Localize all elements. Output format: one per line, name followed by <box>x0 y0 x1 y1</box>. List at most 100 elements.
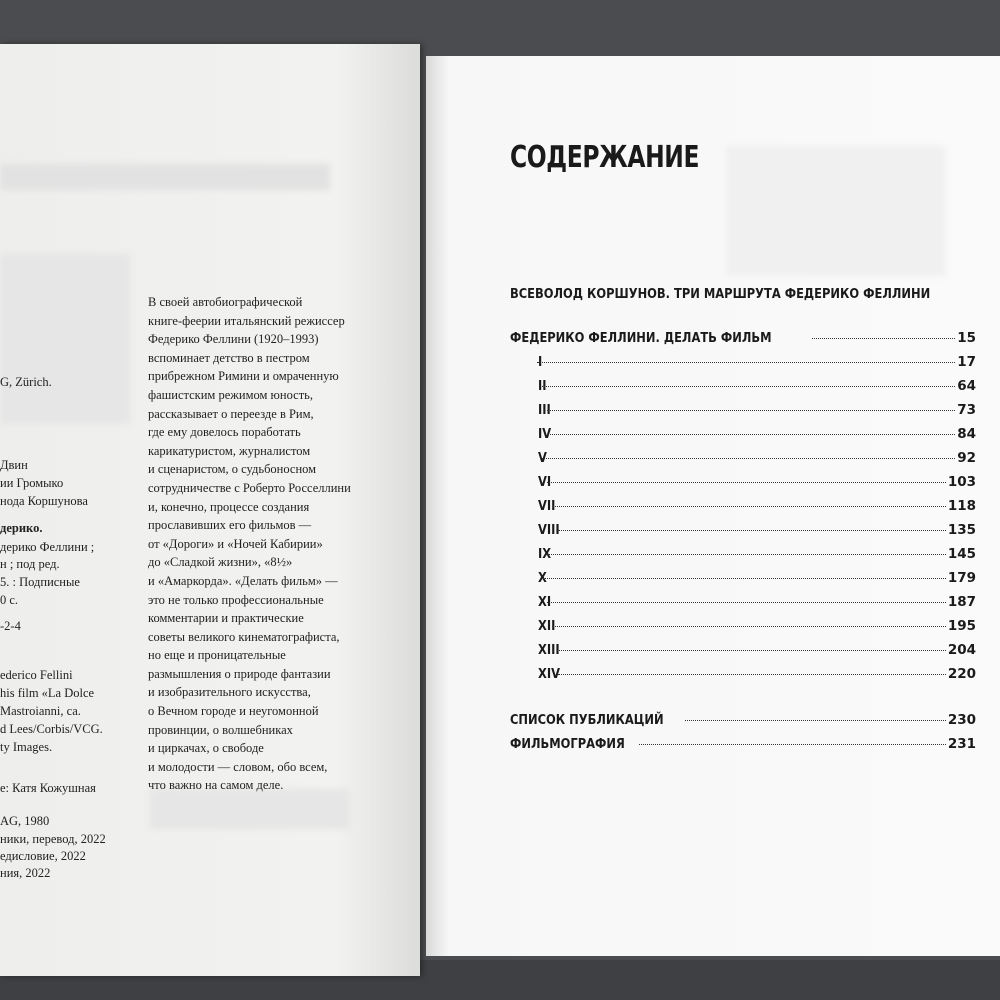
annotation-line: провинции, о волшебниках <box>148 722 293 737</box>
leader-dots <box>547 602 946 603</box>
imprint-line: d Lees/Corbis/VCG. <box>0 722 103 736</box>
annotation-line: это не только профессиональные <box>148 592 324 607</box>
imprint-line: -2-4 <box>0 619 21 633</box>
toc-entry[interactable]: ФИЛЬМОГРАФИЯ 231 <box>510 736 976 752</box>
show-through-text <box>0 164 330 190</box>
leader-dots <box>557 530 946 531</box>
toc-entry[interactable]: VI 103 <box>538 474 976 490</box>
leader-dots <box>547 410 956 411</box>
annotation-line: и изобразительного искусства, <box>148 685 311 700</box>
leader-dots <box>684 720 946 721</box>
annotation-line: до «Сладкой жизни», «8½» <box>148 555 293 570</box>
imprint-line: ии Громыко <box>0 476 64 490</box>
leader-dots <box>547 482 946 483</box>
toc-entry[interactable]: ФЕДЕРИКО ФЕЛЛИНИ. ДЕЛАТЬ ФИЛЬМ 15 <box>510 330 976 346</box>
annotation-line: от «Дороги» и «Ночей Кабирии» <box>148 536 323 551</box>
annotation-line: и, конечно, процессе создания <box>148 499 310 514</box>
toc-page-number: 17 <box>957 354 976 370</box>
annotation-line: что важно на самом деле. <box>148 778 284 793</box>
annotation-line: размышления о природе фантазии <box>148 666 331 681</box>
toc-entry[interactable]: V 92 <box>538 450 976 466</box>
annotation-line: карикатуристом, журналистом <box>148 443 311 458</box>
toc-entry[interactable]: XIV 220 <box>538 666 976 682</box>
imprint-line: Двин <box>0 458 28 472</box>
toc-entry[interactable]: III 73 <box>538 402 976 418</box>
imprint-line: Mastroianni, ca. <box>0 704 81 718</box>
annotation-line: комментарии и практические <box>148 611 304 626</box>
imprint-line: 5. : Подписные <box>0 575 80 589</box>
imprint-line: AG, 1980 <box>0 814 50 828</box>
imprint-line: ty Images. <box>0 740 53 754</box>
leader-dots <box>552 506 946 507</box>
toc-page-number: 73 <box>957 402 976 418</box>
toc-entry-label: VIII <box>538 522 560 538</box>
imprint-line: ники, перевод, 2022 <box>0 832 106 846</box>
toc-entry-label: IX <box>538 546 552 562</box>
toc-entry-label: XIII <box>538 642 560 658</box>
leader-dots <box>542 386 956 387</box>
imprint-line: ederico Fellini <box>0 668 73 682</box>
leader-dots <box>557 674 946 675</box>
toc-page-number: 187 <box>947 594 976 610</box>
annotation-text: В своей автобиографической книге-феерии и… <box>148 293 351 795</box>
toc-page-number: 92 <box>957 450 976 466</box>
toc-entry-label: ФИЛЬМОГРАФИЯ <box>510 736 625 752</box>
toc-entry[interactable]: XI 187 <box>538 594 976 610</box>
annotation-line: рассказывает о переезде в Рим, <box>148 406 314 421</box>
annotation-line: и сценаристом, о судьбоносном <box>148 462 317 477</box>
toc-entry[interactable]: II 64 <box>538 378 976 394</box>
left-page: G, Zürich. Двин ии Громыко нода Коршунова де… <box>0 44 420 976</box>
toc-entry-label: III <box>538 402 551 418</box>
annotation-line: фашистским режимом юность, <box>148 387 313 402</box>
toc-page-number: 195 <box>947 618 976 634</box>
annotation-line: вспоминает детство в пестром <box>148 350 310 365</box>
toc-page-number: 103 <box>947 474 976 490</box>
show-through-text <box>726 146 946 276</box>
toc-entry[interactable]: X 179 <box>538 570 976 586</box>
imprint-line: е: Катя Кожушная <box>0 781 96 795</box>
leader-dots <box>811 338 956 339</box>
annotation-line: но еще и проницательные <box>148 648 286 663</box>
imprint-line: 0 с. <box>0 593 19 607</box>
annotation-line: и «Амаркорда». «Делать фильм» — <box>148 573 338 588</box>
imprint-line: едисловие, 2022 <box>0 849 86 863</box>
imprint-line: ния, 2022 <box>0 866 51 880</box>
toc-entry-label: VII <box>538 498 556 514</box>
leader-dots <box>537 362 956 363</box>
imprint-line: нода Коршунова <box>0 494 88 508</box>
toc-page-number: 220 <box>947 666 976 682</box>
toc-entry-label: VI <box>538 474 552 490</box>
toc-page-number: 118 <box>947 498 976 514</box>
toc-entry[interactable]: IV 84 <box>538 426 976 442</box>
toc-entry[interactable]: IX 145 <box>538 546 976 562</box>
annotation-line: Федерико Феллини (1920–1993) <box>148 332 319 347</box>
toc-entry-label: XI <box>538 594 552 610</box>
toc-entry[interactable]: XIII 204 <box>538 642 976 658</box>
leader-dots <box>557 650 946 651</box>
toc-page-number: 145 <box>947 546 976 562</box>
toc-entry[interactable]: VIII 135 <box>538 522 976 538</box>
toc-entry-label: СПИСОК ПУБЛИКАЦИЙ <box>510 712 664 728</box>
toc-entry[interactable]: ВСЕВОЛОД КОРШУНОВ. ТРИ МАРШРУТА ФЕДЕРИКО… <box>510 286 976 302</box>
leader-dots <box>542 578 946 579</box>
toc-page-number: 64 <box>957 378 976 394</box>
annotation-line: о Вечном городе и неугомонной <box>148 704 319 719</box>
leader-dots <box>547 554 946 555</box>
annotation-line: советы великого кинематографиста, <box>148 629 340 644</box>
toc-entry[interactable]: I 17 <box>537 354 976 370</box>
toc-entry-label: IV <box>538 426 552 442</box>
toc-entry[interactable]: VII 118 <box>538 498 976 514</box>
annotation-line: В своей автобиографической <box>148 295 303 309</box>
toc-page-number: 84 <box>957 426 976 442</box>
leader-dots <box>552 626 946 627</box>
toc-page-number: 135 <box>947 522 976 538</box>
toc-entry[interactable]: XII 195 <box>538 618 976 634</box>
annotation-line: и циркачах, о свободе <box>148 741 264 756</box>
toc-entry[interactable]: СПИСОК ПУБЛИКАЦИЙ 230 <box>510 712 976 728</box>
imprint-line: дерико Феллини ; <box>0 540 95 554</box>
imprint-line: G, Zürich. <box>0 375 52 389</box>
annotation-line: и молодости — словом, обо всем, <box>148 759 328 774</box>
imprint-line: н ; под ред. <box>0 557 60 571</box>
leader-dots <box>639 744 946 745</box>
annotation-line: прославивших его фильмов — <box>148 518 312 533</box>
